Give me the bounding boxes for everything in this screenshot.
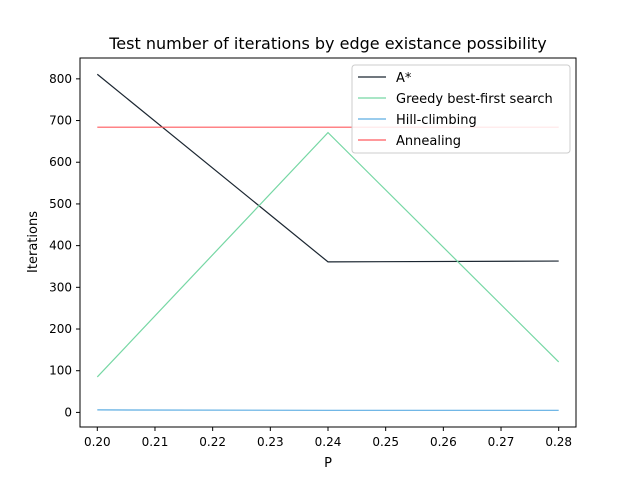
y-axis-ticks: 0 100 200 300 400 500 600 700 800 [49,72,80,419]
y-tick-label: 0 [64,405,72,419]
legend-label-1: Greedy best-first search [396,92,553,107]
series-line-0 [96,73,559,263]
x-tick-label: 0.26 [430,435,457,449]
y-tick-label: 800 [49,72,72,86]
x-tick-label: 0.24 [315,435,342,449]
y-tick-label: 400 [49,239,72,253]
x-tick-label: 0.20 [84,435,111,449]
x-axis-label: P [324,456,332,471]
y-axis-label: Iterations [26,211,41,273]
x-tick-label: 0.23 [257,435,284,449]
plot-lines [96,73,560,411]
x-tick-label: 0.21 [142,435,169,449]
x-tick-label: 0.25 [372,435,399,449]
plot-frame [79,57,577,428]
legend-label-2: Hill-climbing [396,113,477,128]
y-tick-label: 700 [49,114,72,128]
y-tick-label: 500 [49,197,72,211]
legend-label-0: A* [396,71,412,86]
x-tick-label: 0.27 [488,435,515,449]
chart-title: Test number of iterations by edge exista… [108,34,547,53]
x-axis-ticks: 0.20 0.21 0.22 0.23 0.24 0.25 0.26 0.27 0.28 [84,427,572,449]
legend-box [351,64,571,154]
legend: A* Greedy best-first search Hill-climbing A… [351,64,571,154]
legend-label-3: Annealing [396,134,461,149]
series-line-1 [96,131,560,378]
x-tick-label: 0.22 [199,435,226,449]
y-tick-label: 100 [49,364,72,378]
y-tick-label: 300 [49,280,72,294]
x-tick-label: 0.28 [545,435,572,449]
y-tick-label: 200 [49,322,72,336]
y-tick-label: 600 [49,155,72,169]
